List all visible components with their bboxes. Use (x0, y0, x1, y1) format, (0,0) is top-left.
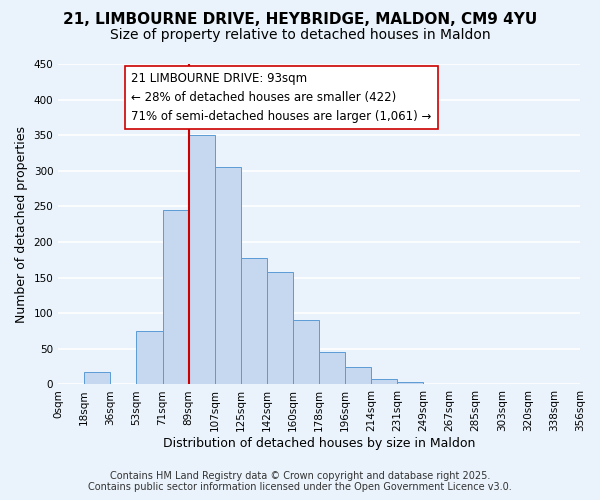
Bar (371, 379, 397, 384)
Bar (345, 366, 371, 384)
Bar (163, 210, 188, 384)
Text: Contains HM Land Registry data © Crown copyright and database right 2025.
Contai: Contains HM Land Registry data © Crown c… (88, 471, 512, 492)
Bar (319, 352, 345, 384)
Text: Size of property relative to detached houses in Maldon: Size of property relative to detached ho… (110, 28, 490, 42)
Text: 21, LIMBOURNE DRIVE, HEYBRIDGE, MALDON, CM9 4YU: 21, LIMBOURNE DRIVE, HEYBRIDGE, MALDON, … (63, 12, 537, 28)
Y-axis label: Number of detached properties: Number of detached properties (15, 126, 28, 322)
Bar (188, 135, 215, 384)
Text: 21 LIMBOURNE DRIVE: 93sqm
← 28% of detached houses are smaller (422)
71% of semi: 21 LIMBOURNE DRIVE: 93sqm ← 28% of detac… (131, 72, 431, 123)
X-axis label: Distribution of detached houses by size in Maldon: Distribution of detached houses by size … (163, 437, 475, 450)
Bar (136, 331, 163, 384)
Bar (241, 258, 267, 384)
Bar (84, 372, 110, 384)
Bar (215, 168, 241, 384)
Bar (267, 272, 293, 384)
Bar (293, 320, 319, 384)
Bar (397, 382, 424, 384)
